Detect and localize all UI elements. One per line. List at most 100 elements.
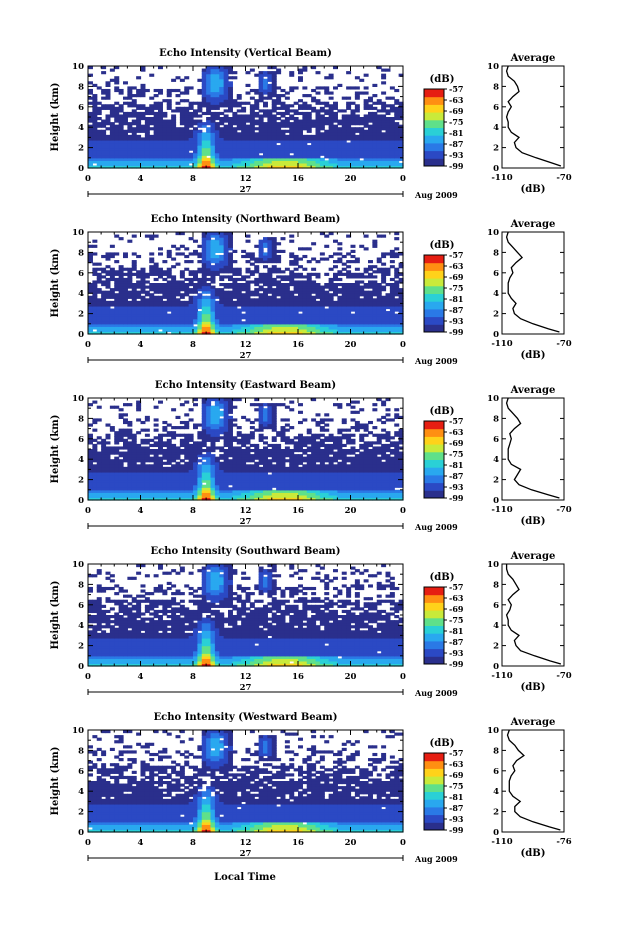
heatmap-cell	[381, 471, 387, 476]
heatmap-cell	[271, 147, 277, 151]
heatmap-cell	[162, 165, 168, 169]
heatmap-cell	[88, 150, 93, 154]
heatmap-cell	[123, 157, 128, 161]
heatmap-cell	[188, 321, 194, 325]
heatmap-cell	[140, 323, 146, 327]
heatmap-cell	[144, 162, 150, 167]
heatmap-cell	[263, 160, 268, 164]
heatmap-cell	[280, 331, 286, 335]
heatmap-cell	[123, 331, 128, 335]
heatmap-cell	[337, 150, 343, 154]
heatmap-cell	[315, 477, 321, 481]
heatmap-cell	[193, 152, 198, 156]
heatmap-cell	[131, 328, 137, 333]
heatmap-cell	[92, 132, 98, 136]
heatmap-cell	[101, 165, 107, 169]
heatmap-cell	[166, 326, 172, 330]
heatmap-cell	[118, 318, 124, 322]
heatmap-cell	[236, 326, 242, 330]
colorbar-swatch	[424, 278, 444, 287]
heatmap-cell	[333, 479, 338, 483]
heatmap-cell	[123, 134, 128, 138]
heatmap-cell	[293, 305, 299, 310]
heatmap-cell	[101, 313, 107, 317]
heatmap-cell	[193, 494, 198, 499]
heatmap-cell	[324, 152, 330, 156]
heatmap-cell	[311, 106, 317, 110]
heatmap-cell	[241, 145, 247, 149]
heatmap-cell	[284, 479, 290, 483]
heatmap-cell	[263, 137, 268, 141]
heatmap-cell	[398, 109, 404, 113]
heatmap-cell	[109, 147, 115, 151]
heatmap-cell	[149, 160, 155, 164]
heatmap-cell	[131, 127, 137, 131]
heatmap-cell	[333, 489, 338, 493]
heatmap-cell	[127, 150, 133, 154]
heatmap-cell	[263, 127, 268, 131]
heatmap-cell	[328, 323, 334, 327]
heatmap-cell	[96, 280, 102, 284]
heatmap-cell	[228, 285, 233, 289]
heatmap-cell	[398, 469, 404, 473]
heatmap-cell	[346, 471, 352, 476]
heatmap-cell	[267, 331, 273, 335]
heatmap-cell	[289, 260, 295, 264]
heatmap-cell	[114, 86, 120, 90]
colorbar-unit: (dB)	[430, 240, 455, 251]
heatmap-cell	[276, 469, 282, 473]
heatmap-cell	[206, 285, 212, 289]
heatmap-cell	[118, 132, 124, 136]
heatmap-cell	[210, 254, 216, 259]
heatmap-cell	[315, 497, 321, 501]
heatmap-cell	[179, 111, 185, 116]
heatmap-cell	[350, 147, 356, 151]
heatmap-cell	[206, 73, 212, 77]
heatmap-cell	[123, 471, 128, 476]
heatmap-cell	[206, 86, 212, 90]
heatmap-cell	[359, 303, 365, 307]
heatmap-cell	[206, 78, 212, 82]
heatmap-cell	[267, 267, 273, 271]
heatmap-cell	[236, 288, 242, 292]
heatmap-cell	[193, 316, 198, 320]
heatmap-cell	[276, 293, 282, 297]
heatmap-cell	[359, 132, 365, 136]
heatmap-cell	[381, 477, 387, 481]
heatmap-cell	[166, 272, 172, 276]
heatmap-cell	[258, 474, 264, 478]
heatmap-cell	[271, 482, 277, 486]
heatmap-cell	[201, 142, 207, 146]
heatmap-cell	[249, 96, 255, 100]
heatmap-cell	[249, 311, 255, 315]
heatmap-cell	[263, 288, 268, 292]
heatmap-cell	[293, 326, 299, 330]
heatmap-cell	[162, 162, 168, 167]
heatmap-cell	[324, 147, 330, 151]
heatmap-cell	[333, 482, 338, 486]
heatmap-cell	[219, 137, 225, 141]
heatmap-cell	[354, 134, 360, 138]
heatmap-cell	[114, 132, 120, 136]
heatmap-cell	[311, 328, 317, 333]
heatmap-cell	[368, 117, 373, 121]
heatmap-cell	[232, 155, 238, 159]
heatmap-cell	[140, 111, 146, 116]
heatmap-cell	[293, 316, 299, 320]
heatmap-cell	[201, 104, 207, 108]
heatmap-cell	[363, 305, 369, 310]
heatmap-cell	[171, 328, 177, 333]
x-tick-label: 8	[190, 340, 196, 350]
heatmap-cell	[162, 311, 168, 315]
heatmap-cell	[254, 265, 260, 269]
heatmap-cell	[232, 331, 238, 335]
heatmap-cell	[389, 252, 395, 256]
heatmap-cell	[389, 474, 395, 478]
heatmap-cell	[153, 88, 159, 93]
heatmap-cell	[284, 124, 290, 128]
heatmap-cell	[328, 129, 334, 133]
heatmap-cell	[311, 494, 317, 499]
heatmap-cell	[197, 323, 203, 327]
heatmap-cell	[232, 311, 238, 315]
heatmap-cell	[341, 155, 347, 159]
